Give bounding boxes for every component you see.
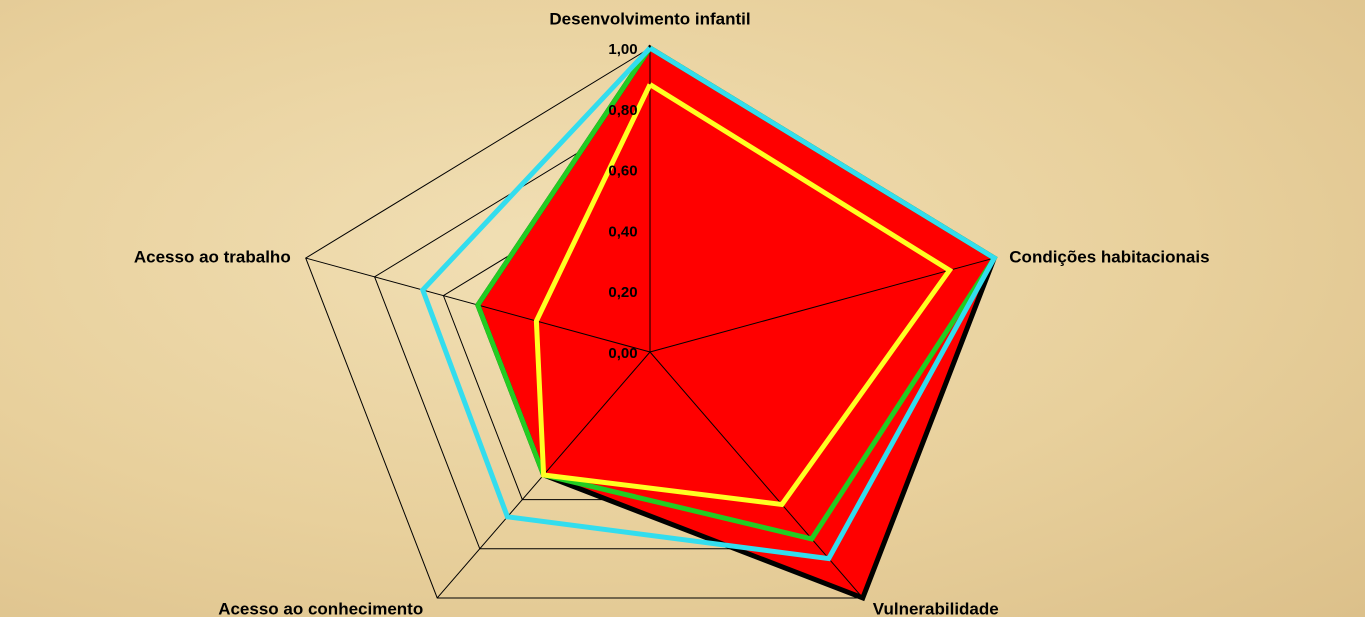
category-label: Acesso ao conhecimento — [218, 599, 423, 617]
category-label: Desenvolvimento infantil — [549, 9, 750, 28]
y-tick-label: 0,80 — [608, 102, 637, 119]
category-label: Vulnerabilidade — [873, 599, 999, 617]
y-tick-label: 1,00 — [608, 41, 637, 58]
y-tick-label: 0,20 — [608, 284, 637, 301]
y-tick-label: 0,40 — [608, 223, 637, 240]
category-label: Condições habitacionais — [1009, 248, 1209, 267]
series-area — [475, 44, 998, 602]
axis-spoke — [649, 257, 995, 353]
y-tick-label: 0,00 — [608, 345, 637, 362]
series-line — [419, 45, 998, 562]
series-line — [533, 82, 954, 508]
category-label: Acesso ao trabalho — [134, 248, 291, 267]
y-tick-label: 0,60 — [608, 163, 637, 180]
